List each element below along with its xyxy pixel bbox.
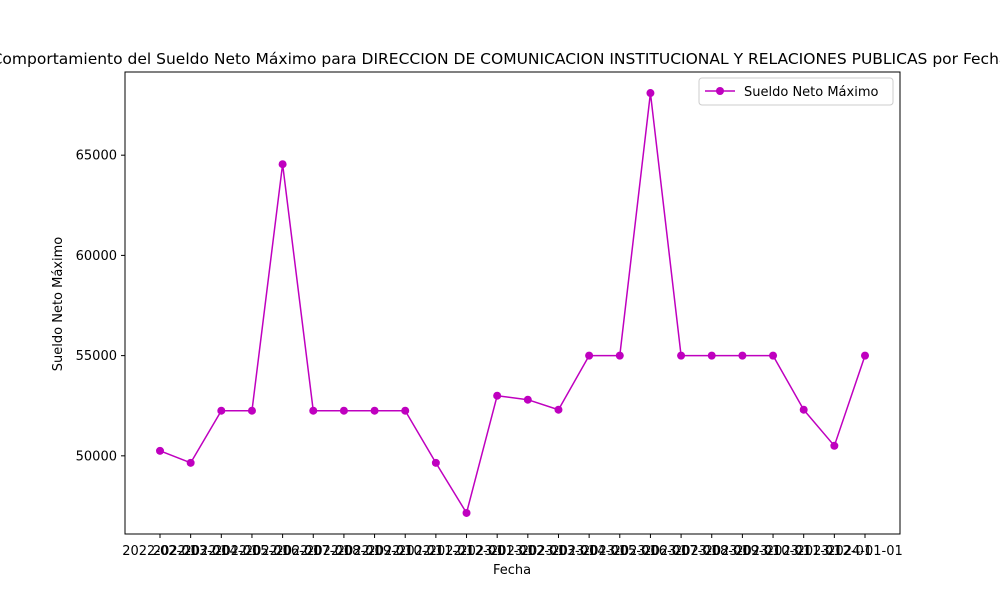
y-tick-label: 50000 [76,449,117,464]
x-tick-label: 2022-08-01 [306,544,382,559]
x-tick-label: 2023-07-01 [643,544,719,559]
x-tick-label: 2023-12-01 [797,544,873,559]
legend-marker [716,87,724,95]
plot-frame [124,71,901,535]
data-point [585,351,594,360]
data-point [401,406,410,415]
y-tick-label: 65000 [76,149,117,164]
x-tick-label: 2023-06-01 [613,544,689,559]
data-point [677,351,686,360]
data-point [278,160,287,169]
x-tick-label: 2023-02-01 [490,544,566,559]
y-axis-ticks: 50000 55000 60000 65000 [76,149,125,464]
y-axis-title: Sueldo Neto Máximo [51,237,66,371]
data-point [830,441,839,450]
x-tick-label: 2022-07-01 [275,544,351,559]
x-tick-label: 2022-03-01 [153,544,229,559]
x-tick-label: 2023-09-01 [705,544,781,559]
data-point [799,405,808,414]
legend-label: Sueldo Neto Máximo [744,85,878,100]
x-axis-title: Fecha [493,563,531,578]
data-point [493,391,502,400]
legend-box [698,77,894,106]
x-tick-label: 2023-04-01 [551,544,627,559]
x-tick-label: 2022-05-01 [214,544,290,559]
data-point [769,351,778,360]
chart-title: Comportamiento del Sueldo Neto Máximo pa… [0,50,1000,68]
x-tick-label: 2024-01-01 [827,544,903,559]
y-tick-label: 60000 [76,249,117,264]
data-point [186,458,195,467]
x-tick-label: 2023-08-01 [674,544,750,559]
x-tick-label: 2022-11-01 [398,544,474,559]
data-point [523,395,532,404]
data-point [339,406,348,415]
x-tick-label: 2022-09-01 [337,544,413,559]
x-tick-label: 2023-11-01 [766,544,842,559]
data-point [861,351,869,360]
data-point [738,351,747,360]
x-tick-label: 2023-03-01 [521,544,597,559]
data-point [646,89,655,98]
data-point [217,406,226,415]
data-point [370,406,379,415]
x-tick-label: 2022-12-01 [429,544,505,559]
data-point [156,446,164,455]
x-axis-ticks: 2022-02-012022-03-012022-04-012022-05-01… [122,534,903,559]
data-point [247,406,256,415]
x-tick-label: 2022-10-01 [367,544,443,559]
data-point [554,405,563,414]
x-tick-label: 2023-10-01 [735,544,811,559]
data-point [309,406,318,415]
legend: Sueldo Neto Máximo [698,77,894,106]
x-tick-label: 2023-01-01 [459,544,535,559]
x-tick-label: 2023-05-01 [582,544,658,559]
y-tick-label: 55000 [76,349,117,364]
x-tick-label: 2022-06-01 [245,544,321,559]
data-point [462,508,471,517]
x-tick-label: 2022-02-01 [122,544,198,559]
data-point [431,458,440,467]
x-tick-label: 2022-04-01 [184,544,260,559]
data-point [707,351,716,360]
data-point [615,351,624,360]
series-layer [156,89,869,517]
series-line [159,92,866,514]
